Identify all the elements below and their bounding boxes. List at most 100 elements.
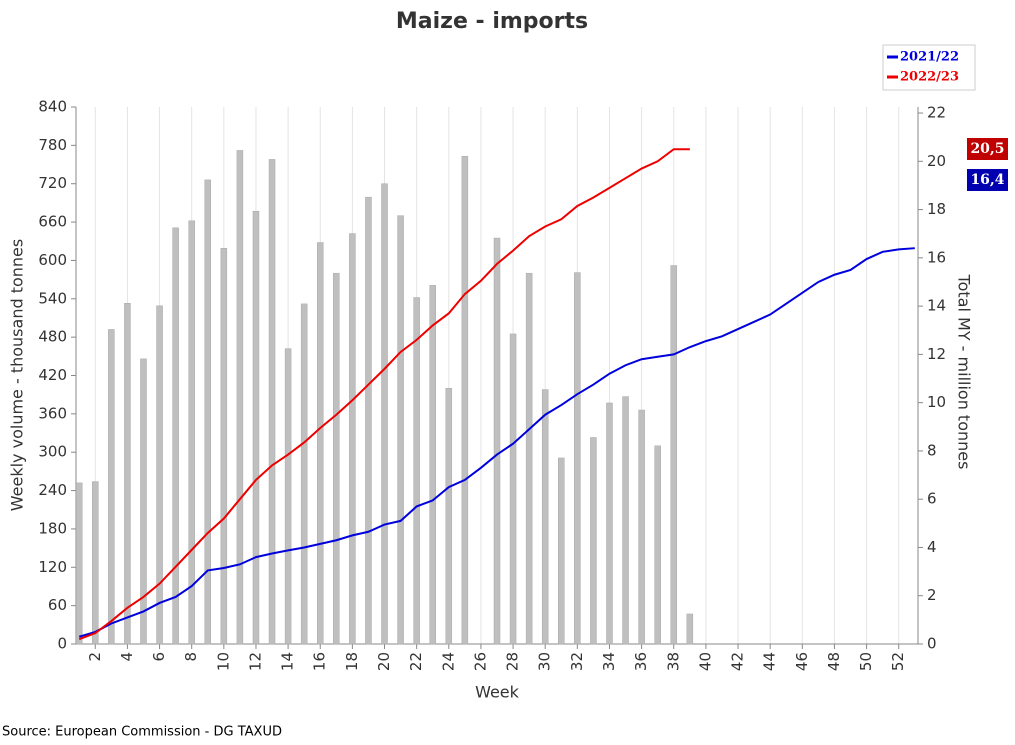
x-tick-label: 44 [761, 652, 779, 671]
y2-axis-title: Total MY - million tonnes [955, 274, 974, 470]
bar [493, 237, 501, 645]
y-tick-label: 0 [57, 635, 67, 653]
bar [574, 272, 581, 645]
x-tick-label: 12 [246, 652, 264, 671]
bar [108, 329, 115, 645]
bar [75, 482, 83, 645]
bar [445, 388, 453, 645]
y-tick-label: 600 [38, 251, 67, 269]
x-tick-label: 34 [600, 652, 618, 671]
bar [509, 333, 517, 645]
y-tick-label: 180 [38, 519, 67, 537]
bar [654, 445, 661, 645]
x-tick-label: 22 [407, 652, 425, 671]
bar [172, 227, 179, 645]
bar [156, 305, 163, 645]
y2-tick-label: 2 [927, 586, 937, 604]
bar [268, 159, 276, 645]
x-tick-label: 40 [696, 652, 714, 671]
bar [622, 396, 629, 645]
bar [252, 210, 260, 645]
x-tick-label: 6 [150, 652, 168, 662]
y-tick-label: 240 [38, 481, 67, 499]
legend-label: 2021/22 [900, 50, 959, 65]
bar [541, 389, 549, 645]
x-tick-label: 30 [536, 652, 554, 671]
x-tick-label: 52 [889, 652, 907, 671]
x-tick-label: 36 [632, 652, 650, 671]
source-note: Source: European Commission - DG TAXUD [2, 725, 282, 740]
y-tick-label: 120 [38, 558, 67, 576]
bar [397, 215, 404, 645]
chart-title: Maize - imports [396, 9, 588, 34]
bar [124, 303, 131, 645]
value-label: 20,5 [970, 141, 1004, 157]
x-tick-label: 14 [279, 652, 297, 671]
bar [92, 481, 99, 645]
y2-tick-label: 6 [927, 490, 937, 508]
x-tick-label: 10 [214, 652, 232, 671]
y2-tick-label: 10 [927, 393, 946, 411]
bar [381, 183, 388, 645]
y-tick-label: 540 [38, 289, 67, 307]
x-tick-label: 26 [471, 652, 489, 671]
bar [333, 272, 340, 645]
x-tick-label: 28 [504, 652, 522, 671]
bar [284, 348, 292, 645]
bar [140, 358, 147, 645]
x-tick-label: 50 [857, 652, 875, 671]
bar [638, 409, 645, 645]
x-tick-label: 32 [568, 652, 586, 671]
y-tick-label: 360 [38, 404, 67, 422]
value-label: 16,4 [970, 172, 1004, 188]
y2-tick-label: 8 [927, 441, 937, 459]
x-tick-label: 24 [439, 652, 457, 671]
y-tick-label: 840 [38, 98, 67, 116]
bar [365, 196, 372, 645]
value-label-box [967, 138, 1008, 160]
legend-box [882, 44, 976, 91]
y2-tick-label: 4 [927, 538, 937, 556]
bar [590, 437, 597, 645]
x-tick-label: 48 [825, 652, 843, 671]
x-tick-label: 18 [343, 652, 361, 671]
line-series [78, 148, 690, 641]
x-tick-label: 46 [793, 652, 811, 671]
y-tick-label: 300 [38, 443, 67, 461]
value-label-box [967, 169, 1008, 191]
y2-tick-label: 18 [927, 200, 946, 218]
y-tick-label: 780 [38, 136, 67, 154]
bar [429, 285, 436, 645]
bar [606, 402, 613, 645]
bar [220, 248, 228, 645]
y2-tick-label: 0 [927, 635, 937, 653]
bar [300, 303, 308, 645]
y2-tick-label: 12 [927, 345, 946, 363]
y-tick-label: 720 [38, 174, 67, 192]
y-tick-label: 660 [38, 213, 67, 231]
x-tick-label: 16 [311, 652, 329, 671]
x-tick-label: 4 [118, 652, 136, 662]
bar [413, 297, 420, 645]
bar [316, 242, 324, 645]
bar [236, 150, 244, 645]
y-tick-label: 420 [38, 366, 67, 384]
y-tick-label: 60 [48, 596, 67, 614]
bar [188, 220, 195, 645]
bar [670, 265, 678, 645]
x-tick-label: 20 [375, 652, 393, 671]
line-series [78, 247, 915, 638]
bar [525, 272, 533, 645]
y2-tick-label: 14 [927, 297, 946, 315]
y-tick-label: 480 [38, 328, 67, 346]
bar [686, 613, 694, 645]
legend-label: 2022/23 [900, 70, 959, 85]
x-tick-label: 2 [86, 652, 104, 662]
x-tick-label: 8 [182, 652, 200, 662]
bar [558, 457, 565, 645]
x-tick-label: 42 [729, 652, 747, 671]
x-tick-label: 38 [664, 652, 682, 671]
y2-tick-label: 16 [927, 248, 946, 266]
y2-tick-label: 20 [927, 152, 946, 170]
